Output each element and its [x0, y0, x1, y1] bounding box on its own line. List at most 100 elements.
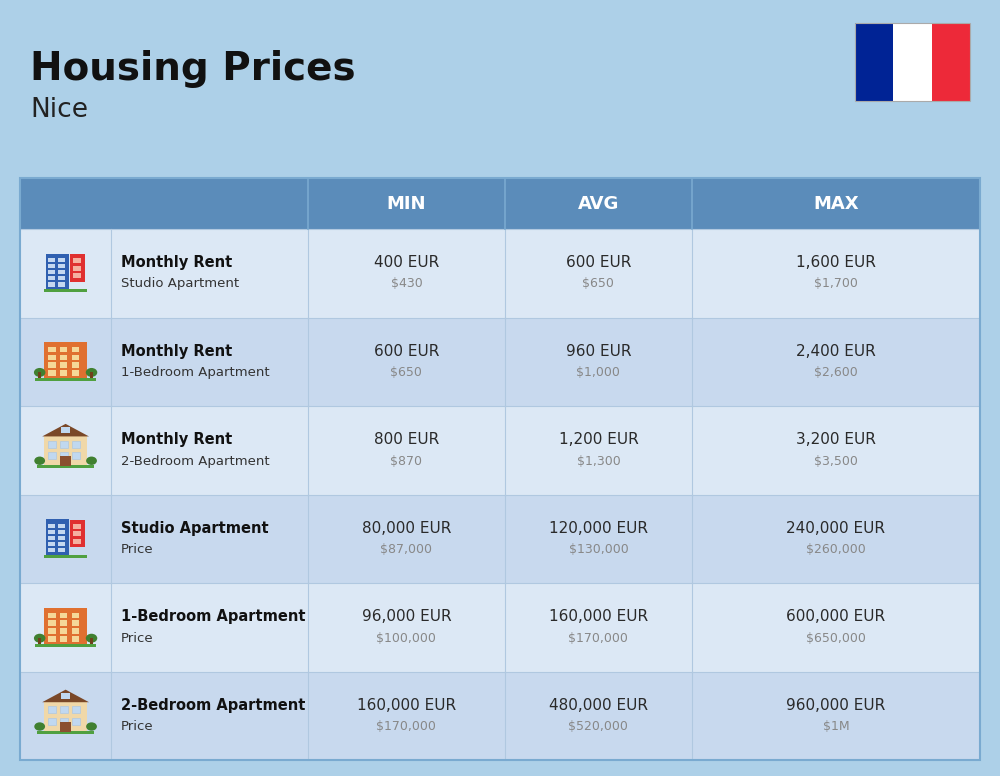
Text: Monthly Rent: Monthly Rent	[121, 432, 232, 447]
FancyBboxPatch shape	[48, 636, 56, 642]
FancyBboxPatch shape	[932, 23, 970, 101]
Text: Monthly Rent: Monthly Rent	[121, 344, 232, 359]
FancyBboxPatch shape	[72, 706, 80, 713]
FancyBboxPatch shape	[73, 258, 81, 263]
FancyBboxPatch shape	[20, 178, 980, 229]
Circle shape	[34, 722, 45, 731]
FancyBboxPatch shape	[90, 372, 93, 379]
Text: Housing Prices: Housing Prices	[30, 50, 356, 88]
FancyBboxPatch shape	[72, 628, 79, 634]
Text: 2-Bedroom Apartment: 2-Bedroom Apartment	[121, 698, 306, 713]
Text: Price: Price	[121, 543, 154, 556]
Text: 1-Bedroom Apartment: 1-Bedroom Apartment	[121, 366, 270, 379]
Text: $520,000: $520,000	[568, 720, 628, 733]
FancyBboxPatch shape	[70, 255, 85, 282]
FancyBboxPatch shape	[48, 370, 56, 376]
Text: $130,000: $130,000	[569, 543, 628, 556]
FancyBboxPatch shape	[73, 539, 81, 544]
FancyBboxPatch shape	[48, 530, 55, 534]
Text: Studio Apartment: Studio Apartment	[121, 277, 239, 290]
FancyBboxPatch shape	[73, 524, 81, 529]
Circle shape	[86, 634, 97, 643]
FancyBboxPatch shape	[60, 362, 67, 368]
FancyBboxPatch shape	[58, 548, 65, 553]
Text: Nice: Nice	[30, 97, 88, 123]
FancyBboxPatch shape	[58, 276, 65, 280]
FancyBboxPatch shape	[72, 612, 79, 618]
FancyBboxPatch shape	[60, 706, 68, 713]
Text: 800 EUR: 800 EUR	[374, 432, 439, 447]
FancyBboxPatch shape	[60, 722, 71, 732]
Text: 2-Bedroom Apartment: 2-Bedroom Apartment	[121, 455, 270, 467]
Text: 240,000 EUR: 240,000 EUR	[786, 521, 886, 536]
Circle shape	[86, 722, 97, 731]
Text: 600,000 EUR: 600,000 EUR	[786, 609, 886, 625]
FancyBboxPatch shape	[20, 406, 980, 495]
FancyBboxPatch shape	[72, 452, 80, 459]
FancyBboxPatch shape	[73, 265, 81, 271]
FancyBboxPatch shape	[58, 536, 65, 540]
Text: AVG: AVG	[578, 195, 619, 213]
Text: $100,000: $100,000	[376, 632, 436, 645]
Text: 160,000 EUR: 160,000 EUR	[549, 609, 648, 625]
Text: $650,000: $650,000	[806, 632, 866, 645]
Text: $170,000: $170,000	[376, 720, 436, 733]
Text: 80,000 EUR: 80,000 EUR	[362, 521, 451, 536]
FancyBboxPatch shape	[44, 342, 87, 379]
FancyBboxPatch shape	[60, 441, 68, 448]
FancyBboxPatch shape	[48, 620, 56, 626]
Text: $2,600: $2,600	[814, 366, 858, 379]
Text: $87,000: $87,000	[380, 543, 432, 556]
Text: Price: Price	[121, 632, 154, 645]
FancyBboxPatch shape	[60, 628, 67, 634]
FancyBboxPatch shape	[61, 693, 70, 699]
FancyBboxPatch shape	[48, 548, 55, 553]
FancyBboxPatch shape	[72, 370, 79, 376]
FancyBboxPatch shape	[20, 229, 980, 317]
FancyBboxPatch shape	[20, 584, 980, 672]
Polygon shape	[42, 424, 89, 436]
FancyBboxPatch shape	[48, 536, 55, 540]
FancyBboxPatch shape	[48, 347, 56, 352]
FancyBboxPatch shape	[48, 362, 56, 368]
FancyBboxPatch shape	[48, 270, 55, 275]
FancyBboxPatch shape	[48, 441, 56, 448]
FancyBboxPatch shape	[48, 264, 55, 268]
Text: Studio Apartment: Studio Apartment	[121, 521, 269, 536]
Text: 960 EUR: 960 EUR	[566, 344, 631, 359]
Text: $170,000: $170,000	[568, 632, 628, 645]
FancyBboxPatch shape	[72, 718, 80, 725]
Text: $650: $650	[582, 277, 614, 290]
Text: $260,000: $260,000	[806, 543, 866, 556]
Circle shape	[34, 368, 45, 377]
FancyBboxPatch shape	[44, 555, 87, 558]
Text: MAX: MAX	[813, 195, 859, 213]
FancyBboxPatch shape	[48, 282, 55, 286]
FancyBboxPatch shape	[48, 718, 56, 725]
FancyBboxPatch shape	[38, 372, 41, 379]
Text: MIN: MIN	[387, 195, 426, 213]
Text: 1,200 EUR: 1,200 EUR	[559, 432, 638, 447]
FancyBboxPatch shape	[58, 264, 65, 268]
Text: 120,000 EUR: 120,000 EUR	[549, 521, 648, 536]
Text: $1,300: $1,300	[577, 455, 620, 467]
Text: 1-Bedroom Apartment: 1-Bedroom Apartment	[121, 609, 306, 625]
FancyBboxPatch shape	[48, 452, 56, 459]
Text: 480,000 EUR: 480,000 EUR	[549, 698, 648, 713]
Text: $1,700: $1,700	[814, 277, 858, 290]
FancyBboxPatch shape	[60, 355, 67, 360]
Text: $1M: $1M	[823, 720, 849, 733]
FancyBboxPatch shape	[58, 270, 65, 275]
FancyBboxPatch shape	[38, 638, 41, 644]
FancyBboxPatch shape	[46, 519, 69, 556]
FancyBboxPatch shape	[48, 628, 56, 634]
FancyBboxPatch shape	[70, 520, 85, 547]
Text: 3,200 EUR: 3,200 EUR	[796, 432, 876, 447]
FancyBboxPatch shape	[60, 620, 67, 626]
FancyBboxPatch shape	[58, 530, 65, 534]
FancyBboxPatch shape	[35, 378, 96, 381]
FancyBboxPatch shape	[35, 644, 96, 646]
FancyBboxPatch shape	[855, 23, 893, 101]
FancyBboxPatch shape	[58, 282, 65, 286]
FancyBboxPatch shape	[48, 706, 56, 713]
